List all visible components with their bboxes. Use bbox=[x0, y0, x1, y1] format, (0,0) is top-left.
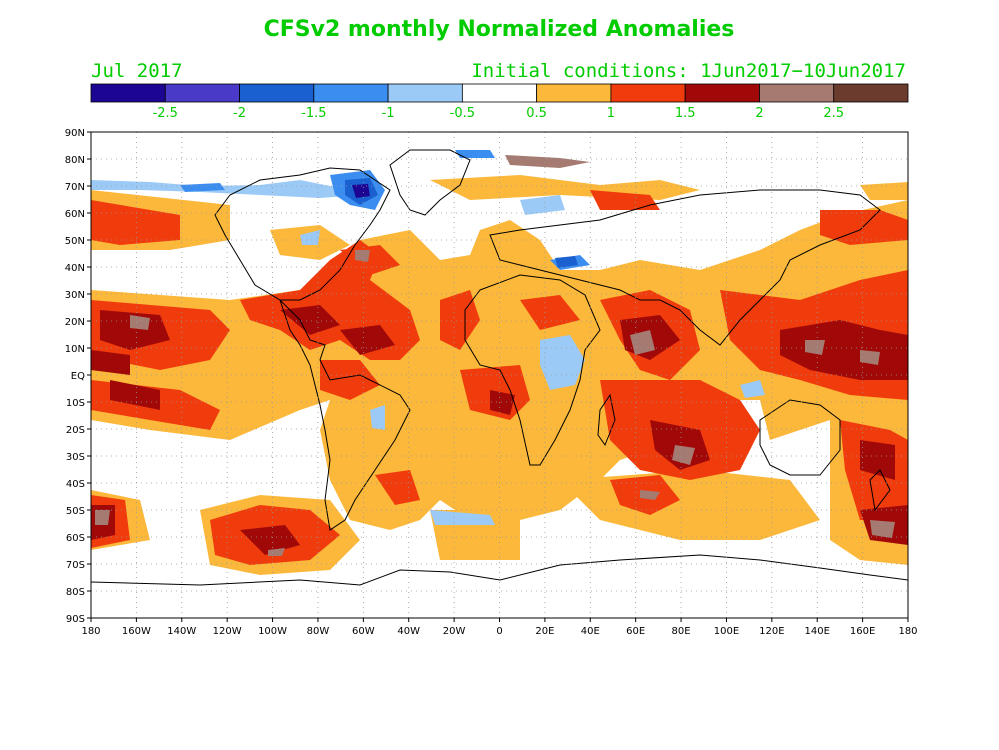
longitude-labels: 180 160W 140W 120W 100W 80W 60W 40W 20W 0 20E 40E 60… bbox=[81, 618, 918, 637]
grid-lines bbox=[91, 132, 908, 618]
colorbar-tick-label: 1 bbox=[607, 106, 615, 121]
lat-label: 90S bbox=[66, 614, 85, 625]
lat-label: 30N bbox=[65, 290, 85, 301]
colorbar-swatch-1 bbox=[164, 83, 240, 103]
lat-label: 90N bbox=[65, 128, 85, 139]
anomaly-neg-2-2.5 bbox=[352, 184, 370, 198]
colorbar-tick-label: 1.5 bbox=[675, 106, 696, 121]
lon-label: 0 bbox=[496, 626, 502, 637]
colorbar-swatch-9 bbox=[759, 83, 835, 103]
colorbar-swatch-3 bbox=[313, 83, 389, 103]
lat-label: 60S bbox=[66, 533, 85, 544]
lon-label: 40E bbox=[581, 626, 600, 637]
month-label: Jul 2017 bbox=[91, 60, 183, 82]
colorbar-tick-label: 2 bbox=[755, 106, 763, 121]
lat-label: 50N bbox=[65, 236, 85, 247]
lon-label: 80W bbox=[307, 626, 330, 637]
lon-label: 160E bbox=[850, 626, 875, 637]
anomaly-neg-0.5-1 bbox=[91, 180, 765, 525]
anomaly-1.5-2 bbox=[91, 305, 908, 555]
lat-label: 30S bbox=[66, 452, 85, 463]
lon-label: 140W bbox=[167, 626, 196, 637]
lat-label: 50S bbox=[66, 506, 85, 517]
lat-label: 20N bbox=[65, 317, 85, 328]
lon-label: 160W bbox=[122, 626, 151, 637]
colorbar-tick-label: -2.5 bbox=[153, 106, 178, 121]
colorbar-swatch-0 bbox=[90, 83, 166, 103]
colorbar-tick-label: 0.5 bbox=[526, 106, 547, 121]
coastlines bbox=[91, 149, 908, 586]
colorbar-tick-label: -0.5 bbox=[450, 106, 475, 121]
colorbar-tick-label: -2 bbox=[233, 106, 246, 121]
figure-title: CFSv2 monthly Normalized Anomalies bbox=[264, 17, 735, 42]
lat-label: 10N bbox=[65, 344, 85, 355]
colorbar-tick-label: 2.5 bbox=[823, 106, 844, 121]
lat-label: 70S bbox=[66, 560, 85, 571]
colorbar-tick-label: -1 bbox=[382, 106, 395, 121]
lat-label: 40N bbox=[65, 263, 85, 274]
lat-label: 80S bbox=[66, 587, 85, 598]
lon-label: 120W bbox=[213, 626, 242, 637]
lon-label: 20E bbox=[535, 626, 554, 637]
lon-label: 100W bbox=[258, 626, 287, 637]
lat-label: 70N bbox=[65, 182, 85, 193]
anomaly-shading bbox=[91, 150, 908, 575]
colorbar-swatch-5 bbox=[461, 83, 538, 103]
colorbar-tick-label: -1.5 bbox=[301, 106, 326, 121]
anomaly-2-2.5 bbox=[95, 155, 895, 556]
lon-label: 60E bbox=[626, 626, 645, 637]
colorbar: -2.5 -2 -1.5 -1 -0.5 0.5 1 1.5 2 2.5 bbox=[90, 83, 909, 121]
colorbar-swatch-6 bbox=[536, 83, 612, 103]
colorbar-swatch-7 bbox=[610, 83, 686, 103]
lon-label: 40W bbox=[397, 626, 420, 637]
colorbar-swatch-10 bbox=[833, 83, 909, 103]
latitude-labels: 90N 80N 70N 60N 50N 40N 30N 20N 10N EQ 10S 20S 30S 40… bbox=[65, 128, 91, 625]
lat-label: 80N bbox=[65, 155, 85, 166]
lon-label: 100E bbox=[714, 626, 739, 637]
colorbar-swatch-4 bbox=[387, 83, 463, 103]
lat-label: 60N bbox=[65, 209, 85, 220]
lon-label: 180 bbox=[898, 626, 917, 637]
lat-label: 40S bbox=[66, 479, 85, 490]
lon-label: 60W bbox=[352, 626, 375, 637]
lat-label: 10S bbox=[66, 398, 85, 409]
lon-label: 180 bbox=[81, 626, 100, 637]
lon-label: 20W bbox=[443, 626, 466, 637]
colorbar-swatch-2 bbox=[239, 83, 315, 103]
map-area bbox=[91, 132, 908, 618]
initial-conditions-label: Initial conditions: 1Jun2017−10Jun2017 bbox=[471, 60, 906, 82]
lat-label: 20S bbox=[66, 425, 85, 436]
lat-label: EQ bbox=[71, 371, 85, 382]
lon-label: 80E bbox=[672, 626, 691, 637]
colorbar-swatch-8 bbox=[684, 83, 760, 103]
lon-label: 140E bbox=[805, 626, 830, 637]
lon-label: 120E bbox=[759, 626, 784, 637]
